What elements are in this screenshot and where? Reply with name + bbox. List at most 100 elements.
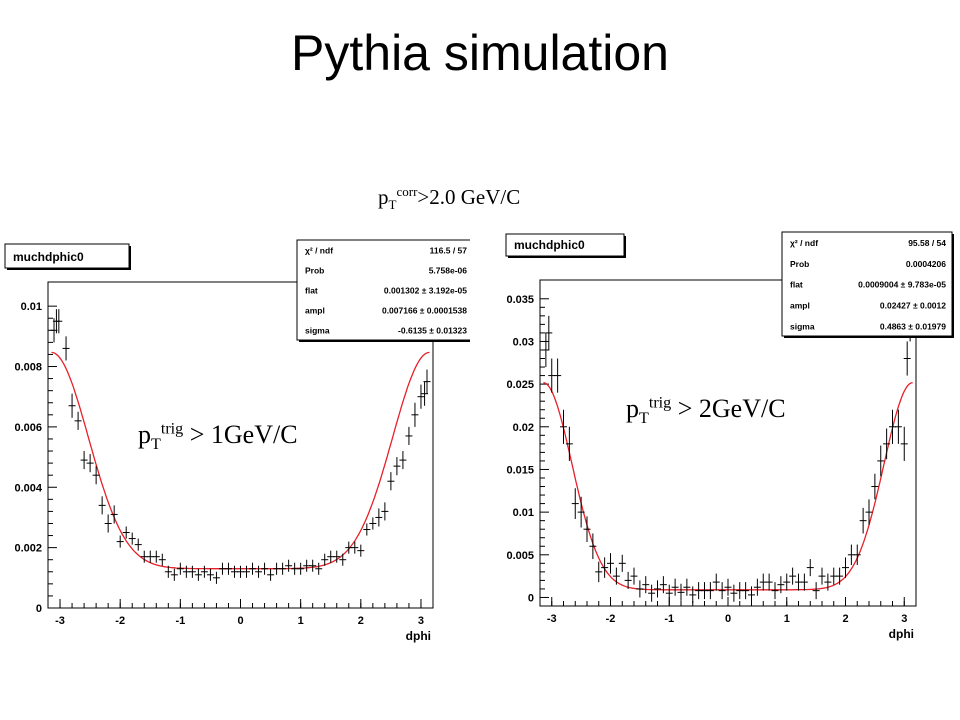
x-tick-label: -2	[115, 615, 125, 627]
data-point	[339, 553, 347, 566]
data-point	[560, 409, 567, 444]
x-tick-label: 0	[237, 615, 243, 627]
data-point	[630, 567, 638, 585]
data-point	[545, 315, 553, 350]
data-point	[859, 507, 867, 534]
caption-sub: T	[388, 197, 397, 213]
pt-corr-caption: pTcorr>2.0 GeV/C	[378, 184, 520, 213]
annotation-left-rest: > 1GeV/C	[183, 420, 298, 449]
data-point	[327, 550, 335, 563]
y-tick-label: 0.01	[21, 301, 42, 313]
data-point	[718, 582, 726, 600]
data-point	[865, 499, 873, 525]
data-point	[624, 571, 632, 589]
data-point	[618, 554, 626, 572]
data-point	[724, 578, 732, 596]
data-point	[701, 582, 708, 600]
data-point	[128, 532, 136, 545]
data-point	[303, 559, 311, 572]
x-axis-label: dphi	[406, 629, 431, 643]
stats-value: 116.5 / 57	[430, 246, 468, 256]
data-point	[777, 576, 785, 594]
caption-rest: >2.0 GeV/C	[417, 185, 521, 209]
annotation-left: pTtrig > 1GeV/C	[138, 420, 298, 454]
data-point	[206, 568, 214, 581]
data-point	[583, 516, 591, 542]
data-point	[212, 571, 220, 584]
data-point	[224, 562, 232, 575]
stats-value: 0.001302 ± 3.192e-05	[384, 286, 467, 296]
data-point	[830, 567, 838, 585]
stats-name: flat	[305, 286, 318, 296]
stats-name: Prob	[305, 266, 324, 276]
stats-name: χ² / ndf	[305, 246, 333, 256]
data-point	[595, 561, 603, 583]
stats-box	[781, 231, 953, 337]
data-point	[333, 550, 341, 563]
annotation-left-p: p	[138, 420, 151, 449]
x-tick-label: -1	[175, 615, 185, 627]
data-point	[730, 584, 738, 602]
data-point	[176, 562, 184, 575]
data-point	[659, 576, 667, 594]
data-point	[62, 336, 70, 361]
x-tick-label: 1	[298, 615, 304, 627]
x-axis-label: dphi	[889, 627, 914, 641]
data-point	[548, 358, 556, 393]
data-point	[55, 309, 63, 334]
data-point	[92, 466, 100, 485]
plot-left: 0 0.002 0.004 0.006 0.008 0.01 -3 -2 -1 0 1 2 3 dphi m…	[4, 239, 470, 643]
data-point	[363, 523, 371, 536]
data-point	[818, 567, 826, 585]
data-point	[261, 562, 269, 575]
x-tick-label: 2	[842, 613, 848, 625]
data-point	[824, 573, 832, 591]
data-point	[80, 451, 88, 470]
data-point	[812, 582, 820, 600]
y-tick-label: 0.006	[14, 422, 42, 434]
data-point	[200, 565, 208, 578]
data-point	[381, 502, 389, 521]
stats-name: ampl	[790, 301, 810, 311]
data-point	[116, 535, 124, 548]
data-point	[706, 582, 714, 600]
data-point	[765, 573, 773, 591]
data-point	[883, 428, 891, 460]
stats-value: 0.0009004 ± 9.783e-05	[858, 280, 946, 290]
annotation-left-sup: trig	[160, 420, 184, 438]
data-point	[565, 426, 573, 461]
y-tick-label: 0.025	[506, 379, 534, 391]
data-point	[182, 565, 190, 578]
x-tick-label: -3	[547, 613, 557, 625]
data-point	[369, 517, 377, 530]
data-point	[589, 533, 597, 560]
annotation-right-p: p	[626, 394, 639, 423]
stats-name: flat	[790, 280, 803, 290]
data-point	[847, 544, 855, 566]
data-point	[677, 583, 685, 601]
data-point	[86, 454, 94, 473]
data-point	[689, 586, 697, 604]
data-point	[753, 578, 761, 596]
histogram-title: muchdphic0	[13, 250, 84, 264]
data-point	[836, 567, 844, 585]
data-point	[853, 544, 861, 566]
y-tick-label: 0	[36, 603, 42, 615]
data-point	[877, 445, 885, 477]
data-point	[357, 544, 365, 557]
data-point	[321, 553, 329, 566]
y-tick-label: 0.005	[506, 550, 534, 562]
data-point	[571, 488, 579, 519]
stats-value: 95.58 / 54	[908, 238, 946, 248]
data-point	[375, 508, 383, 527]
data-point	[134, 538, 142, 551]
y-tick-label: 0.002	[14, 543, 42, 555]
x-tick-label: -2	[606, 613, 616, 625]
data-point	[411, 402, 419, 427]
x-tick-label: -1	[664, 613, 674, 625]
stats-name: sigma	[790, 321, 815, 331]
data-point	[315, 562, 323, 575]
data-point	[345, 541, 353, 554]
caption-sup: corr	[396, 184, 418, 199]
data-point	[648, 584, 656, 602]
